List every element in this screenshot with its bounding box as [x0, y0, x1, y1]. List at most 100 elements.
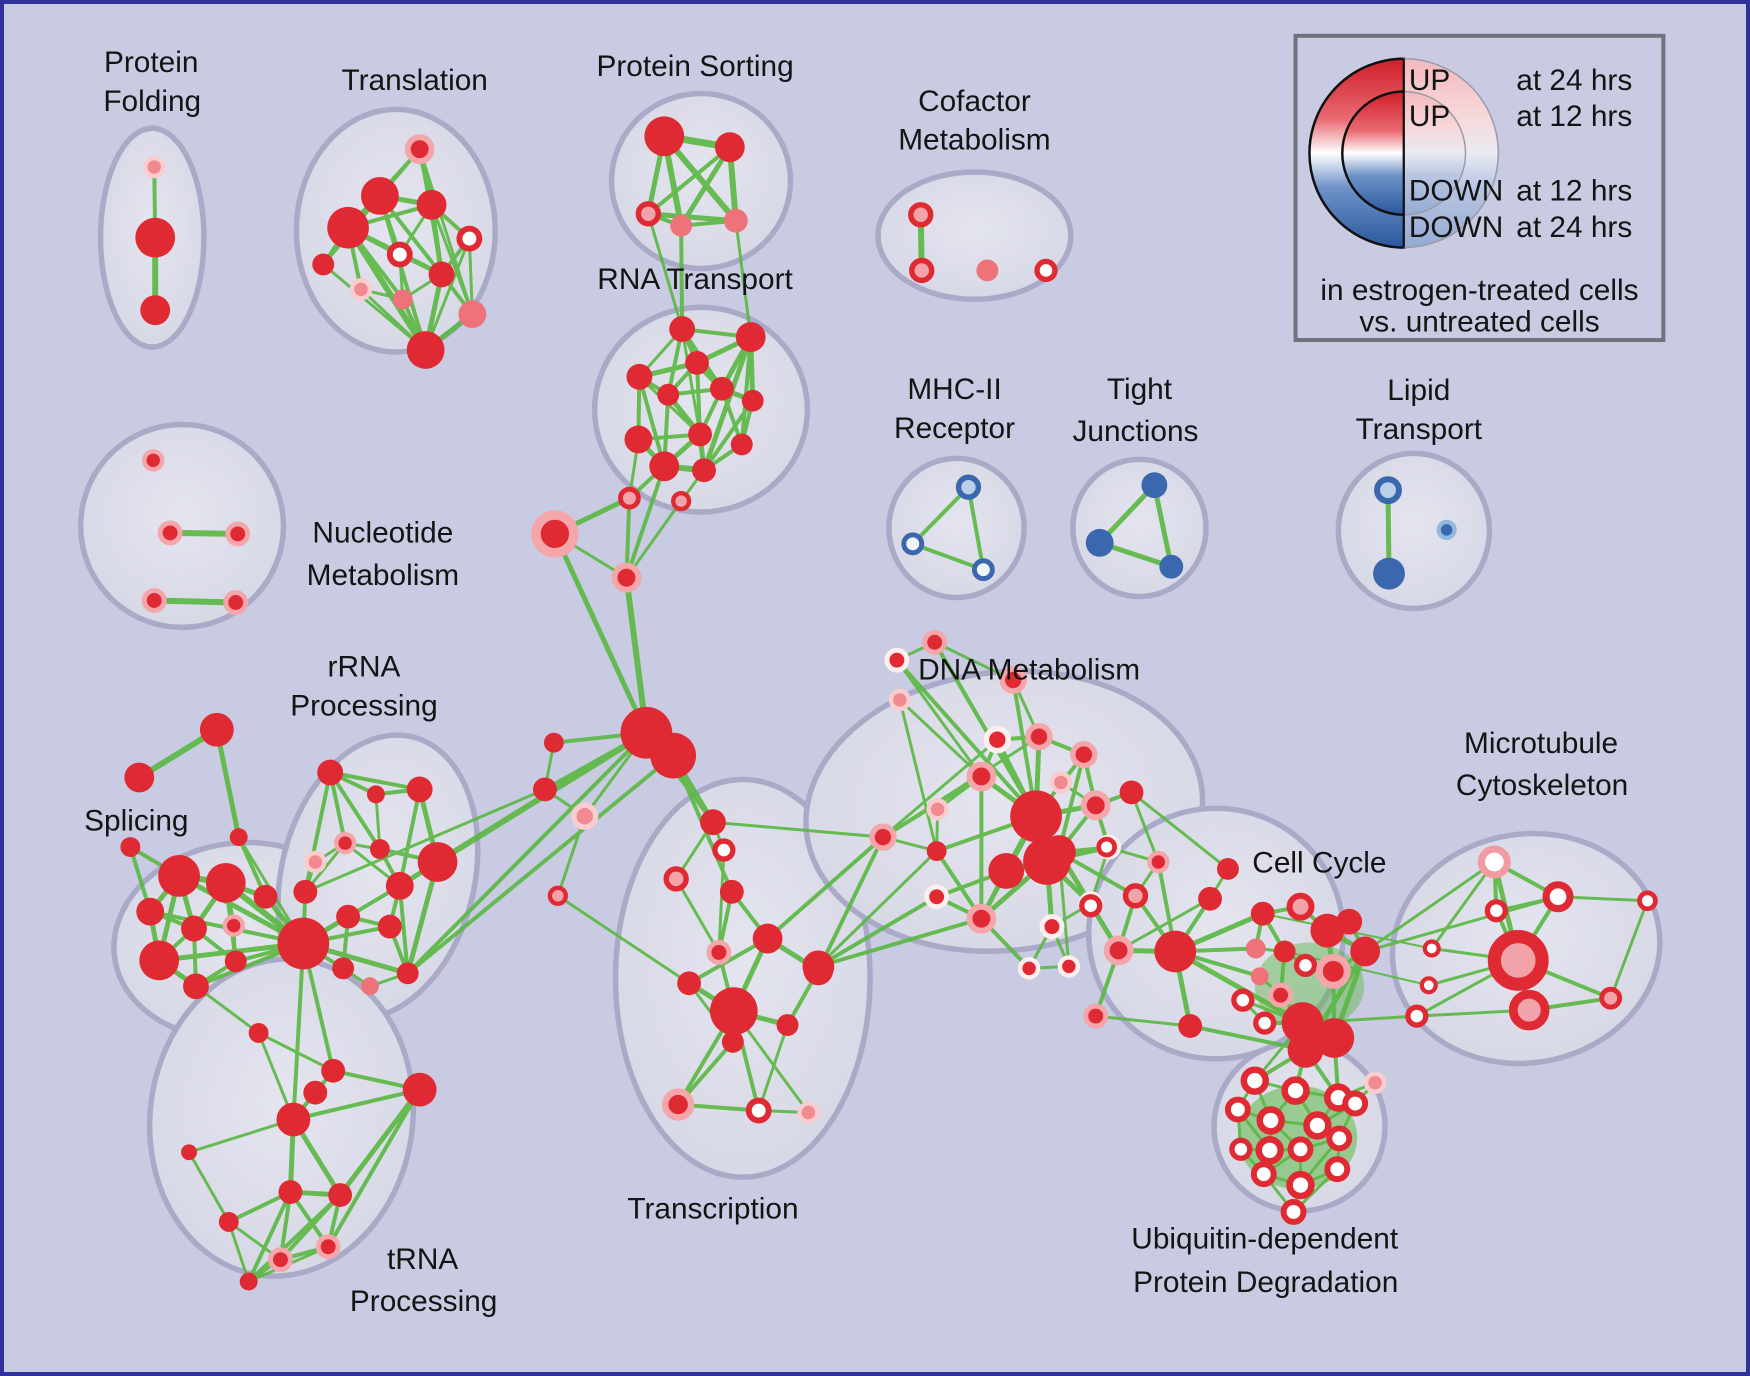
network-node-pp — [143, 155, 166, 179]
network-node-r — [1281, 1002, 1324, 1044]
network-edge — [637, 374, 667, 469]
network-node-rw — [712, 838, 736, 862]
network-edge — [624, 464, 667, 580]
network-node-r — [735, 322, 766, 352]
network-edge — [556, 814, 587, 898]
network-node-pr — [1599, 986, 1623, 1010]
network-node-pr — [670, 490, 692, 512]
cluster-label-rrna-processing: rRNA — [328, 651, 401, 684]
network-node-r — [677, 971, 702, 996]
network-node-r — [692, 458, 716, 483]
network-edge — [757, 1023, 790, 1113]
network-node-rw — [1229, 1137, 1253, 1161]
network-edge — [1130, 790, 1160, 864]
network-node-rw — [1405, 1004, 1429, 1028]
network-edge — [328, 770, 382, 852]
network-node-r — [714, 132, 745, 163]
network-node-rw — [1231, 988, 1255, 1012]
network-node-r — [1010, 790, 1062, 843]
network-node-r — [276, 1102, 311, 1137]
network-node-r — [1178, 1014, 1203, 1038]
network-edge — [881, 738, 999, 839]
label-layer: Protein Folding Translation Protein Sorting… — [84, 46, 1628, 1318]
network-node-r — [205, 862, 246, 903]
network-node-rp — [1103, 935, 1134, 966]
network-node-r — [1287, 1031, 1324, 1068]
network-node-b — [1141, 472, 1168, 499]
network-node-rw — [1342, 1090, 1369, 1117]
cluster-label-protein-folding: Protein — [104, 46, 198, 79]
network-node-r — [327, 206, 369, 249]
network-node-pw — [1477, 845, 1511, 879]
network-node-r — [293, 879, 318, 904]
network-node-rp — [966, 761, 997, 792]
network-node-p — [1250, 967, 1269, 986]
network-node-pr — [908, 202, 934, 228]
network-node-rw — [1326, 1125, 1353, 1152]
legend-caption-line: vs. untreated cells — [1359, 306, 1599, 339]
network-node-rp — [268, 1247, 293, 1273]
network-node-rw — [1224, 1096, 1251, 1123]
network-edge — [1363, 860, 1496, 953]
network-node-r — [657, 383, 680, 406]
network-node-pp — [888, 688, 912, 712]
network-node-b — [1085, 528, 1114, 557]
network-node-r — [229, 828, 248, 847]
network-node-rw — [1293, 953, 1318, 978]
cluster-label-microtubule-cytoskeleton: Microtubule — [1464, 727, 1618, 760]
network-edge — [645, 211, 739, 224]
network-edge — [291, 941, 306, 1122]
network-node-r — [181, 1144, 197, 1161]
legend-row-time: at 24 hrs — [1516, 64, 1632, 97]
network-node-r — [181, 915, 207, 942]
network-edge — [933, 640, 1015, 682]
network-node-pr — [663, 866, 689, 892]
cluster-label-trna-processing: Processing — [350, 1285, 497, 1318]
cluster-label-lipid-transport: Transport — [1356, 413, 1483, 446]
network-edge — [898, 698, 983, 778]
network-node-r — [406, 776, 433, 803]
network-node-r — [685, 350, 709, 375]
network-edge — [765, 835, 885, 941]
network-edge — [257, 1031, 335, 1073]
network-node-r — [199, 712, 234, 747]
network-node-r — [120, 837, 141, 858]
network-node-rw — [456, 225, 483, 252]
network-node-r — [1154, 930, 1197, 973]
legend-row-time: at 12 hrs — [1516, 100, 1632, 133]
network-node-rw — [1253, 1011, 1277, 1035]
network-edge — [1188, 1024, 1308, 1052]
network-edge — [910, 541, 986, 572]
network-node-r — [369, 839, 390, 859]
network-node-rp — [999, 666, 1027, 694]
network-edge — [1117, 897, 1212, 952]
network-node-r — [1217, 858, 1239, 880]
network-node-rw — [1096, 836, 1117, 858]
cluster-label-rrna-processing: Processing — [290, 689, 437, 722]
network-node-rw — [1034, 258, 1058, 283]
legend: UP at 24 hrs UP at 12 hrs DOWN at 12 hrs DOWN a… — [1293, 33, 1666, 343]
network-edge — [1094, 1014, 1192, 1028]
network-node-rp — [611, 562, 642, 593]
network-node-r — [719, 879, 744, 904]
network-edge — [552, 531, 649, 736]
legend-inner-circle-right — [1403, 90, 1467, 216]
network-edge — [623, 574, 650, 736]
network-edge — [246, 1193, 343, 1284]
network-edge — [687, 936, 770, 986]
network-node-r — [1336, 908, 1363, 935]
network-node-r — [1314, 1018, 1355, 1058]
network-edge — [1130, 790, 1230, 871]
network-edge — [227, 1220, 251, 1284]
network-node-r — [1350, 936, 1381, 967]
network-node-rp — [1083, 1003, 1109, 1029]
network-node-rw — [1240, 1066, 1269, 1095]
network-node-r — [1042, 835, 1076, 869]
network-edge — [695, 360, 703, 437]
network-node-wr — [924, 884, 950, 910]
network-node-rp — [315, 1234, 341, 1260]
network-node-r — [709, 376, 734, 401]
network-node-rp — [869, 823, 897, 851]
network-node-r — [317, 759, 344, 786]
